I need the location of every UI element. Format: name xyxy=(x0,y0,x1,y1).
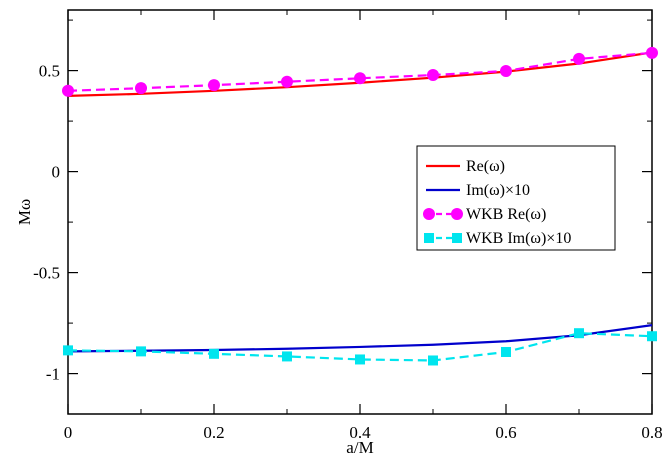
series-2-point xyxy=(281,75,293,88)
y-tick-label: -1 xyxy=(46,365,60,384)
y-tick-label: 0 xyxy=(52,163,61,182)
series-2-point xyxy=(354,72,366,85)
series-3-point xyxy=(501,346,511,357)
legend-entry-wkb-re: WKB Re(ω) xyxy=(423,206,546,223)
x-tick-label: 0.4 xyxy=(349,423,371,442)
legend: Re(ω) Im(ω)×10 WKB Re(ω) WKB Im(ω)×10 xyxy=(416,145,616,251)
series-2-point xyxy=(500,65,512,78)
legend-label-re: Re(ω) xyxy=(466,158,505,175)
legend-marker-wkb-re-right xyxy=(451,208,463,220)
series-3-point xyxy=(209,348,219,359)
series-line-1 xyxy=(67,324,653,353)
series-2-point xyxy=(62,84,74,97)
series-3-point xyxy=(282,351,292,362)
legend-marker-wkb-im-right xyxy=(452,233,462,243)
legend-entry-wkb-im: WKB Im(ω)×10 xyxy=(424,230,571,247)
series-3-point xyxy=(355,354,365,365)
ticks xyxy=(67,10,653,414)
series-2-point xyxy=(135,82,147,95)
y-tick-label: -0.5 xyxy=(33,264,60,283)
legend-marker-wkb-re-left xyxy=(423,208,435,220)
y-tick-label: 0.5 xyxy=(39,62,60,81)
tick-labels: 0 0.2 0.4 0.6 0.8 -1 -0.5 0 0.5 xyxy=(33,62,662,442)
x-axis-label: a/M xyxy=(346,438,373,457)
series-layer xyxy=(62,46,658,366)
legend-entry-im: Im(ω)×10 xyxy=(426,182,530,199)
x-tick-label: 0 xyxy=(64,423,73,442)
series-2-point xyxy=(646,46,658,59)
legend-label-im: Im(ω)×10 xyxy=(466,182,530,199)
series-2-point xyxy=(427,69,439,82)
legend-box xyxy=(416,145,616,251)
legend-marker-wkb-im-left xyxy=(424,233,434,243)
series-3-point xyxy=(63,345,73,356)
legend-entry-re: Re(ω) xyxy=(426,158,505,175)
x-tick-label: 0.6 xyxy=(495,423,516,442)
x-tick-label: 0.8 xyxy=(641,423,662,442)
legend-label-wkb-re: WKB Re(ω) xyxy=(466,206,546,223)
series-3-point xyxy=(136,346,146,357)
x-tick-label: 0.2 xyxy=(203,423,224,442)
y-axis-label: Mω xyxy=(15,199,34,225)
series-line-2 xyxy=(67,51,653,92)
series-2-point xyxy=(573,52,585,65)
series-2-point xyxy=(208,79,220,92)
legend-label-wkb-im: WKB Im(ω)×10 xyxy=(466,230,571,247)
series-3-point xyxy=(428,355,438,366)
series-3-point xyxy=(647,331,657,342)
series-3-point xyxy=(574,328,584,339)
